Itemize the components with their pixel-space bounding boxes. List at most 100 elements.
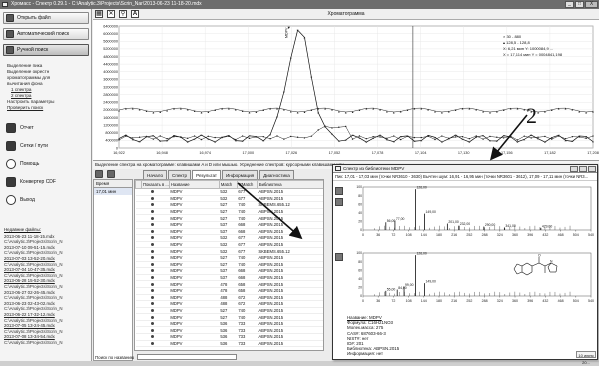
radio-icon[interactable]	[150, 190, 154, 194]
radio-icon[interactable]	[150, 322, 154, 326]
row-show[interactable]	[141, 247, 170, 255]
row-show[interactable]	[141, 201, 170, 209]
radio-icon[interactable]	[150, 229, 154, 233]
table-row[interactable]: MDPV 537 668 ABPSN.2015	[135, 221, 323, 229]
table-row[interactable]: MDPV 478 658 ABPSN.2015	[135, 280, 323, 288]
table-row[interactable]: MDPV 527 740 ABPSN.2015	[135, 214, 323, 222]
chromatogram-plot[interactable]: 6400000 6000000 5600000 5200000 4800000 44000…	[93, 20, 599, 161]
row-show[interactable]	[141, 274, 170, 282]
table-row[interactable]: MDPV 532 677 ABPSN.2015	[135, 234, 323, 242]
radio-icon[interactable]	[150, 282, 154, 286]
row-show[interactable]	[141, 300, 170, 308]
col-show[interactable]: Показать в ...	[141, 180, 170, 189]
popup-close-button[interactable]	[588, 166, 596, 172]
row-show[interactable]	[141, 267, 170, 275]
table-icon[interactable]	[335, 187, 343, 195]
table-row[interactable]: MDPV 527 740 ABPSN.2015	[135, 261, 323, 269]
table-row[interactable]: MDPV 527 740 ABPSN.2015	[135, 208, 323, 216]
table-icon[interactable]	[335, 253, 343, 261]
table-row[interactable]: MDPV 536 733 ABPSN.2015	[135, 320, 323, 328]
radio-icon[interactable]	[150, 223, 154, 227]
close-button[interactable]: X	[585, 1, 598, 8]
row-show[interactable]	[141, 188, 170, 196]
table-row[interactable]: MDPV 527 740 ABPSN.2015	[135, 254, 323, 262]
table-row[interactable]: MDPV 527 740 ABPSN.2015	[135, 313, 323, 321]
peak-icon[interactable]: ✕	[107, 10, 115, 18]
recent-file-name[interactable]: 2013-07-04 10-47-35.mdx	[4, 267, 55, 273]
radio-icon[interactable]	[150, 269, 154, 273]
row-show[interactable]	[141, 320, 170, 328]
row-show[interactable]	[141, 333, 170, 341]
radio-icon[interactable]	[150, 256, 154, 260]
recent-file-name[interactable]: 2013-06-27 02-26-45.mdx	[4, 289, 55, 295]
tab-result[interactable]: Результат	[192, 170, 221, 179]
radio-icon[interactable]	[150, 243, 154, 247]
minimize-button[interactable]: _	[565, 1, 574, 8]
help-button[interactable]: Помощь	[3, 157, 89, 171]
option-configure[interactable]: Настроить параметры	[7, 99, 55, 104]
row-show[interactable]	[141, 195, 170, 203]
experimental-spectrum[interactable]: 0 36 72 108 144 180 216 252 288 324 360 396 432 468 50…	[347, 183, 595, 238]
recent-file-name[interactable]: 2013-06-23 11-18-15.mdx	[4, 233, 55, 239]
row-show[interactable]	[141, 234, 170, 242]
col-match[interactable]: Match	[218, 180, 238, 189]
recent-file-name[interactable]: 2013-07-03 13-52-20.mdx	[4, 255, 55, 261]
radio-icon[interactable]	[150, 249, 154, 253]
tools-icon[interactable]	[107, 170, 115, 178]
radio-icon[interactable]	[150, 308, 154, 312]
table-row[interactable]: MDPV 537 668 ABPSN.2015	[135, 267, 323, 275]
table-row[interactable]: MDPV 536 733 ABPSN.2015	[135, 333, 323, 341]
popup-minimize-button[interactable]	[570, 166, 578, 172]
recent-file-name[interactable]: 2013-06-23 02-43-02.mdx	[4, 300, 55, 306]
radio-icon[interactable]	[150, 328, 154, 332]
table-row[interactable]: MDPV 488 672 ABPSN.2015	[135, 300, 323, 308]
recent-file-name[interactable]: 2013-07-08 13-34-54.mdx	[4, 334, 55, 340]
maximize-button[interactable]: □	[575, 1, 584, 8]
radio-icon[interactable]	[150, 236, 154, 240]
radio-icon[interactable]	[150, 276, 154, 280]
library-spectrum-svg[interactable]: 0 36 72 108 144 180 216 252 288 324 360 396 432 468 50…	[347, 249, 595, 304]
recent-file-name[interactable]: 2013-06-22 17-32-12.mdx	[4, 311, 55, 317]
manual-search-button[interactable]: Ручной поиск	[3, 44, 89, 56]
option-spectrum-1[interactable]: 1 спектра	[11, 87, 32, 92]
row-show[interactable]	[141, 340, 170, 348]
popup-maximize-button[interactable]	[579, 166, 587, 172]
col-name[interactable]: Название	[168, 180, 220, 189]
converter-button[interactable]: Конвертер CDF	[3, 175, 89, 189]
sites-button[interactable]: Сетки / пути	[3, 139, 89, 153]
auto-search-button[interactable]: Автоматический поиск	[3, 28, 89, 40]
row-show[interactable]	[141, 221, 170, 229]
table-row[interactable]: MDPV 532 677 ABPSN.2015	[135, 241, 323, 249]
table-icon[interactable]: ▦	[95, 10, 103, 18]
row-show[interactable]	[141, 214, 170, 222]
row-show[interactable]	[141, 254, 170, 262]
tab-diagnostics[interactable]: Диагностика	[259, 170, 294, 179]
table-row[interactable]: MDPV 527 740 ABPSN.2015	[135, 307, 323, 315]
option-peak-selection[interactable]: Выделение пика	[7, 63, 43, 68]
row-show[interactable]	[141, 287, 170, 295]
option-check-search[interactable]: Проверить поиск	[7, 105, 44, 110]
row-show[interactable]	[141, 241, 170, 249]
radio-icon[interactable]	[150, 315, 154, 319]
tab-info[interactable]: Информация	[222, 170, 259, 179]
table-row[interactable]: MDPV 536 733 ABPSN.2015	[135, 340, 323, 348]
table-row[interactable]: MDPV 488 672 ABPSN.2015	[135, 294, 323, 302]
exit-button[interactable]: Выход	[3, 193, 89, 207]
table-row[interactable]: MDPV 478 658 ABPSN.2015	[135, 287, 323, 295]
chromatogram-svg[interactable]: 6400000 6000000 5600000 5200000 4800000 44000…	[93, 20, 599, 161]
table-row[interactable]: MDPV 527 740 SKBEMS.655.12	[135, 201, 323, 209]
search-icon[interactable]	[95, 170, 103, 178]
radio-icon[interactable]	[150, 289, 154, 293]
zoom-icon[interactable]: ⚲	[119, 10, 127, 18]
radio-icon[interactable]	[150, 341, 154, 345]
radio-icon[interactable]	[150, 295, 154, 299]
tab-start[interactable]: Начало	[143, 170, 168, 179]
row-show[interactable]	[141, 208, 170, 216]
table-row[interactable]: MDPV 532 677 ABPSN.2015	[135, 195, 323, 203]
report-button[interactable]: Отчет	[3, 121, 89, 135]
row-show[interactable]	[141, 228, 170, 236]
open-file-button[interactable]: Открыть файл	[3, 12, 89, 24]
table-row[interactable]: MDPV 537 668 ABPSN.2015	[135, 228, 323, 236]
row-show[interactable]	[141, 280, 170, 288]
radio-icon[interactable]	[150, 216, 154, 220]
